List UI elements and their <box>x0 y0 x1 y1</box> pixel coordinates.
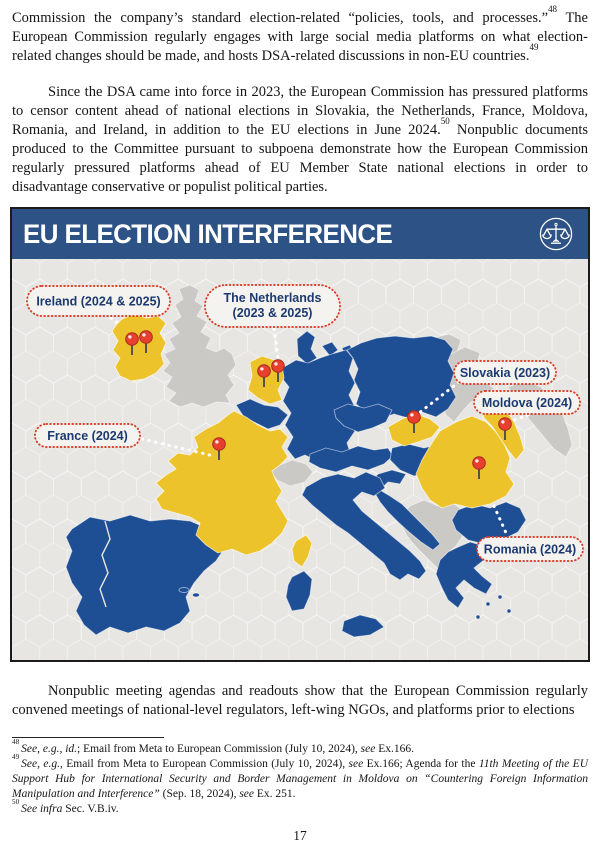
country-bulgaria <box>451 501 527 545</box>
page-number: 17 <box>293 828 307 843</box>
body-paragraph-3: Nonpublic meeting agendas and readouts s… <box>12 683 588 718</box>
footnote-50: 50See infra Sec. V.B.iv. <box>12 797 119 815</box>
map-pin-slovakia <box>407 410 421 433</box>
island-mallorca <box>178 587 190 593</box>
island-denmark-1 <box>321 341 339 357</box>
map-pin-france <box>212 437 226 460</box>
country-ireland <box>111 313 167 382</box>
footnote-48: 48See, e.g., id.; Email from Meta to Eur… <box>12 737 414 755</box>
infographic-title: EU ELECTION INTERFERENCE <box>23 218 393 249</box>
map-label-slovakia: Slovakia (2023) <box>453 360 557 385</box>
country-czechia <box>333 403 393 433</box>
map-connector-netherlands <box>272 327 280 360</box>
eu-election-interference-infographic: EU ELECTION INTERFERENCE <box>10 207 590 662</box>
map-label-ireland: Ireland (2024 & 2025) <box>26 285 171 317</box>
europe-map: Ireland (2024 & 2025) The Netherlands (202… <box>12 259 588 660</box>
footnote-number: 48 <box>12 737 20 746</box>
infographic-header: EU ELECTION INTERFERENCE <box>12 209 588 259</box>
svg-text:France (2024): France (2024) <box>47 429 128 443</box>
svg-text:The Netherlands: The Netherlands <box>224 291 322 305</box>
country-denmark <box>296 330 318 365</box>
svg-text:Ireland (2024 & 2025): Ireland (2024 & 2025) <box>36 295 160 309</box>
map-label-netherlands: The Netherlands(2023 & 2025) <box>204 284 341 328</box>
footnote-separator <box>12 737 164 738</box>
region-slovenia-croatia <box>371 469 441 551</box>
map-connector-romania <box>492 504 509 537</box>
svg-text:Slovakia (2023): Slovakia (2023) <box>460 366 550 380</box>
svg-text:Moldova (2024): Moldova (2024) <box>482 396 572 410</box>
body-paragraph-2: Since the DSA came into force in 2023, t… <box>12 84 588 195</box>
map-label-romania: Romania (2024) <box>476 536 584 562</box>
country-romania <box>415 415 515 509</box>
svg-text:(2023 & 2025): (2023 & 2025) <box>233 306 313 320</box>
map-label-france: France (2024) <box>34 423 141 448</box>
country-france <box>155 410 289 556</box>
scales-of-justice-icon <box>539 217 573 251</box>
map-pin-ireland-2 <box>139 330 153 353</box>
island-aegean-1 <box>485 601 491 607</box>
map-connector-slovakia <box>417 380 461 415</box>
footnote-49: 49See, e.g., Email from Meta to European… <box>12 752 588 800</box>
map-pin-moldova <box>498 417 512 440</box>
island-corsica <box>291 534 313 568</box>
footnote-number: 50 <box>12 797 20 806</box>
map-label-moldova: Moldova (2024) <box>473 390 581 415</box>
island-menorca <box>192 592 200 598</box>
footnote-number: 49 <box>12 752 20 761</box>
island-aegean-2 <box>497 594 503 600</box>
island-aegean-4 <box>475 614 481 620</box>
country-austria <box>308 445 394 473</box>
country-italy <box>301 471 427 581</box>
island-aegean-3 <box>506 608 512 614</box>
map-connector-ireland <box>109 316 124 328</box>
island-sardinia <box>285 570 313 612</box>
country-poland <box>346 335 457 420</box>
map-pin-ireland-1 <box>125 332 139 355</box>
body-paragraph-1: Commission the company’s standard electi… <box>12 4 588 64</box>
country-great-britain <box>162 284 237 408</box>
footnotes-section: 48See, e.g., id.; Email from Meta to Eur… <box>12 737 588 817</box>
border-portugal-spain <box>99 520 111 608</box>
island-sicily <box>341 614 385 638</box>
svg-text:Romania (2024): Romania (2024) <box>484 543 576 557</box>
map-connector-france <box>140 437 216 458</box>
map-pin-romania <box>472 456 486 479</box>
map-pin-netherlands-2 <box>271 359 285 382</box>
map-pin-netherlands-1 <box>257 364 271 387</box>
